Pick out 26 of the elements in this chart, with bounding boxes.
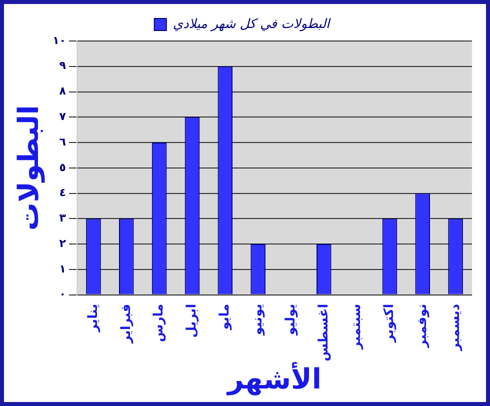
- y-tick-label: ١٠: [52, 34, 66, 47]
- y-tick-label: ٨: [59, 84, 66, 98]
- x-tick-label: مارس: [152, 304, 167, 342]
- x-tick-label: ديسمبر: [448, 303, 463, 352]
- x-tick-label: يناير: [86, 304, 101, 333]
- y-tick-label: ٦: [59, 135, 66, 148]
- x-tick-label: اكتوبر: [382, 304, 398, 344]
- y-tick-label: ٥: [59, 160, 66, 174]
- y-tick-label: ٩: [59, 59, 66, 72]
- y-axis-title: البطولات: [12, 105, 46, 231]
- y-tick-label: ١: [59, 262, 66, 276]
- x-tick-label: اغسطس: [316, 304, 332, 362]
- x-tick-label: فبراير: [118, 304, 134, 344]
- y-tick-label: ٣: [59, 212, 66, 225]
- y-tick-label: ٠: [59, 288, 66, 301]
- x-tick-label: مايو: [218, 304, 233, 331]
- x-tick-label: يونيو: [250, 304, 266, 336]
- y-tick-label: ٧: [59, 110, 66, 123]
- x-tick-label: ابريل: [184, 304, 200, 338]
- x-tick-label: يوليو: [283, 304, 298, 336]
- x-tick-label: سبتمبر: [349, 304, 364, 350]
- y-tick-label: ٤: [59, 186, 66, 200]
- y-tick-label: ٢: [59, 236, 66, 250]
- x-axis-title: الأشهر: [226, 361, 322, 396]
- legend-label: البطولات في كل شهر ميلادي: [172, 16, 332, 32]
- x-tick-label: نوفمبر: [415, 304, 430, 348]
